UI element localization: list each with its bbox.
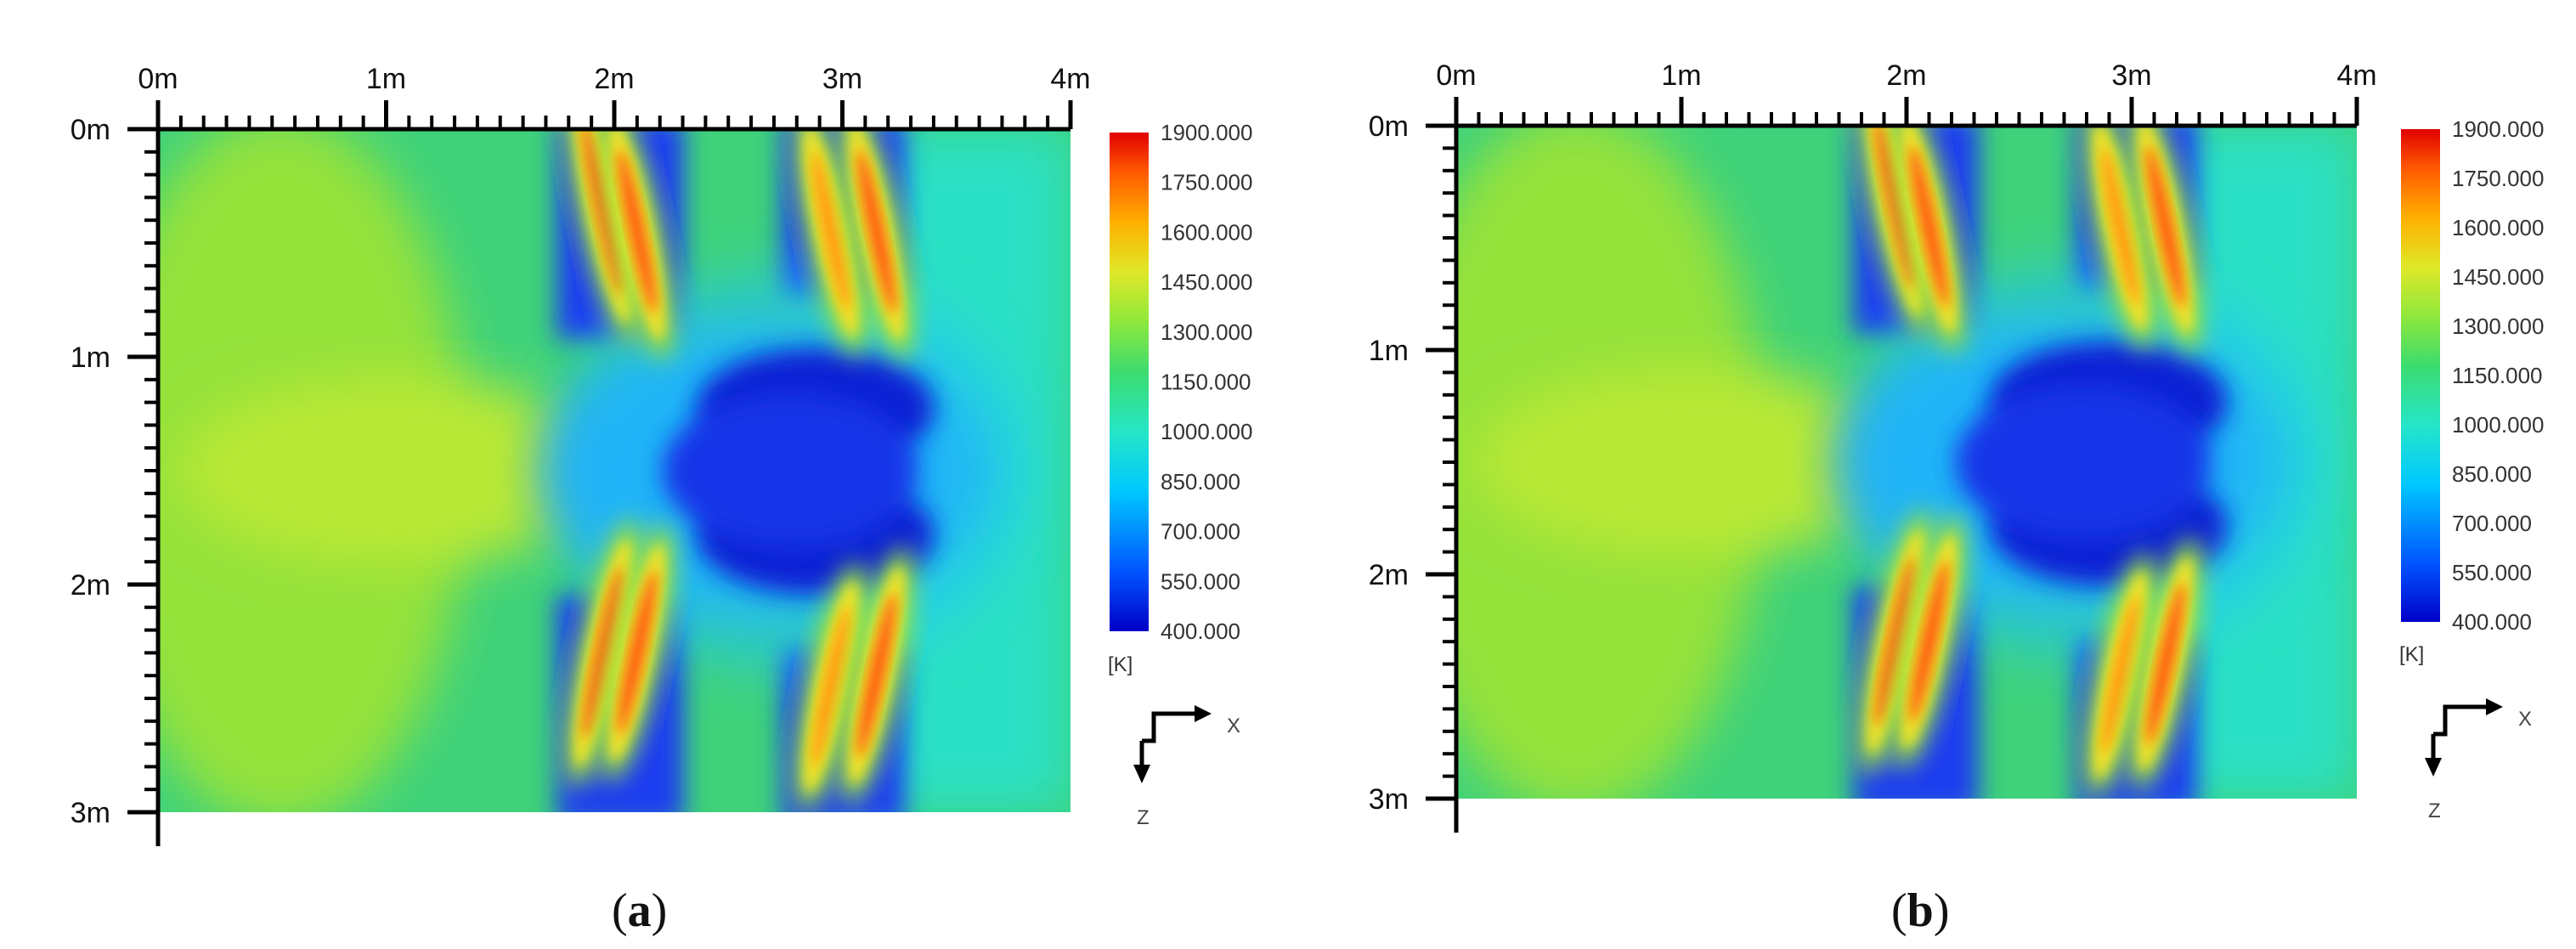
panel-caption: (b) <box>1891 884 1949 937</box>
hot-streak <box>600 524 675 782</box>
heatmap-svg: 0m 1m 2m 3m 4m 0m 1m 2m 3m 1900.000 1750.000 1600.… <box>71 63 1253 937</box>
panel-b: 0m 1m 2m 3m 4m 0m 1m 2m 3m 1900.000 1750.000 1600.… <box>1288 0 2576 949</box>
colorbar-tick-label: 400.000 <box>2452 609 2532 635</box>
caption-letter: b <box>1907 884 1934 937</box>
heatmap-svg: 0m 1m 2m 3m 4m 0m 1m 2m 3m 1900.000 1750.000 1600.… <box>1369 59 2545 937</box>
colorbar-tick-label: 400.000 <box>1161 619 1240 644</box>
colorbar: 1900.000 1750.000 1600.000 1450.000 1300.000… <box>2399 116 2544 666</box>
colorbar-tick-label: 550.000 <box>2452 560 2532 585</box>
hot-streak <box>794 129 867 357</box>
colorbar-tick-label: 1450.000 <box>1161 269 1252 295</box>
colorbar-tick-label: 850.000 <box>2452 461 2532 487</box>
hot-streak <box>1892 126 1966 353</box>
colorbar-tick-label: 850.000 <box>1161 469 1240 494</box>
hot-streak <box>564 518 641 788</box>
colorbar-tick-label: 1600.000 <box>2452 215 2544 240</box>
colorbar-tick-label: 1150.000 <box>2452 363 2543 388</box>
z-tick-label: 3m <box>71 797 110 829</box>
hot-streak <box>1892 515 1966 769</box>
arrow-down-icon <box>1133 765 1150 783</box>
z-tick-label: 2m <box>71 569 110 602</box>
hot-streak <box>839 547 914 805</box>
axes: 0m 1m 2m 3m 4m 0m 1m 2m 3m <box>71 63 1091 846</box>
z-tick-label: 0m <box>1369 110 1409 143</box>
unit-label: [K] <box>1108 653 1133 676</box>
x-tick-label: 3m <box>822 63 862 95</box>
hot-streak <box>600 129 675 360</box>
x-tick-label: 2m <box>594 63 634 95</box>
hot-streak <box>839 129 914 360</box>
colorbar-tick-label: 1750.000 <box>2452 166 2544 191</box>
orientation-indicator: X Z <box>2425 698 2532 822</box>
colorbar-gradient <box>2401 129 2440 622</box>
panel-a: 0m 1m 2m 3m 4m 0m 1m 2m 3m 1900.000 1750.000 1600.… <box>71 63 1253 937</box>
orient-z-label: Z <box>1137 806 1150 829</box>
temperature-field <box>1456 126 2357 799</box>
colorbar-tick-label: 1300.000 <box>2452 314 2544 339</box>
panel-caption: (a) <box>612 884 667 937</box>
colorbar-tick-label: 550.000 <box>1161 568 1240 594</box>
z-tick-label: 3m <box>1369 783 1409 816</box>
x-tick-label: 4m <box>2336 59 2376 92</box>
colorbar-tick-label: 1900.000 <box>1161 120 1252 145</box>
temperature-field <box>158 129 1071 812</box>
colorbar-tick-label: 1000.000 <box>2452 412 2544 438</box>
colorbar-tick-label: 700.000 <box>2452 511 2532 536</box>
hot-streak <box>2128 537 2202 791</box>
colorbar-tick-label: 700.000 <box>1161 519 1240 545</box>
hot-streak <box>794 562 867 812</box>
arrow-right-icon <box>1195 705 1212 722</box>
z-tick-label: 2m <box>1369 559 1409 591</box>
axes: 0m 1m 2m 3m 4m 0m 1m 2m 3m <box>1369 59 2377 833</box>
hot-streaks <box>1857 126 2202 799</box>
unit-label: [K] <box>2399 643 2424 666</box>
colorbar-tick-label: 1150.000 <box>1161 370 1251 395</box>
orient-x-label: X <box>1227 715 1240 737</box>
hot-streak <box>1857 509 1933 775</box>
x-tick-label: 2m <box>1886 59 1926 92</box>
hot-streaks <box>564 129 914 812</box>
x-tick-label: 3m <box>2111 59 2151 92</box>
arrow-down-icon <box>2425 758 2442 777</box>
colorbar-tick-label: 1600.000 <box>1161 219 1252 245</box>
caption-letter: a <box>628 884 652 937</box>
orient-z-label: Z <box>2428 799 2441 822</box>
x-tick-label: 4m <box>1050 63 1090 95</box>
x-tick-label: 1m <box>1661 59 1701 92</box>
x-tick-label: 1m <box>366 63 406 95</box>
z-tick-label: 1m <box>71 342 110 374</box>
z-tick-label: 0m <box>71 114 110 146</box>
colorbar-tick-label: 1300.000 <box>1161 319 1252 345</box>
hot-streak <box>2084 126 2157 350</box>
colorbar-gradient <box>1110 133 1149 631</box>
x-tick-label: 0m <box>138 63 178 95</box>
z-tick-label: 1m <box>1369 335 1409 367</box>
arrow-right-icon <box>2486 698 2503 715</box>
hot-streak <box>2128 126 2202 353</box>
colorbar-tick-label: 1750.000 <box>1161 170 1252 195</box>
orientation-indicator: X Z <box>1133 705 1240 829</box>
colorbar-tick-label: 1000.000 <box>1161 419 1252 444</box>
colorbar-tick-label: 1450.000 <box>2452 264 2544 290</box>
orient-x-label: X <box>2518 708 2532 731</box>
colorbar-tick-label: 1900.000 <box>2452 116 2544 142</box>
x-tick-label: 0m <box>1436 59 1476 92</box>
colorbar: 1900.000 1750.000 1600.000 1450.000 1300.000… <box>1108 120 1252 676</box>
hot-streak <box>2084 552 2157 799</box>
